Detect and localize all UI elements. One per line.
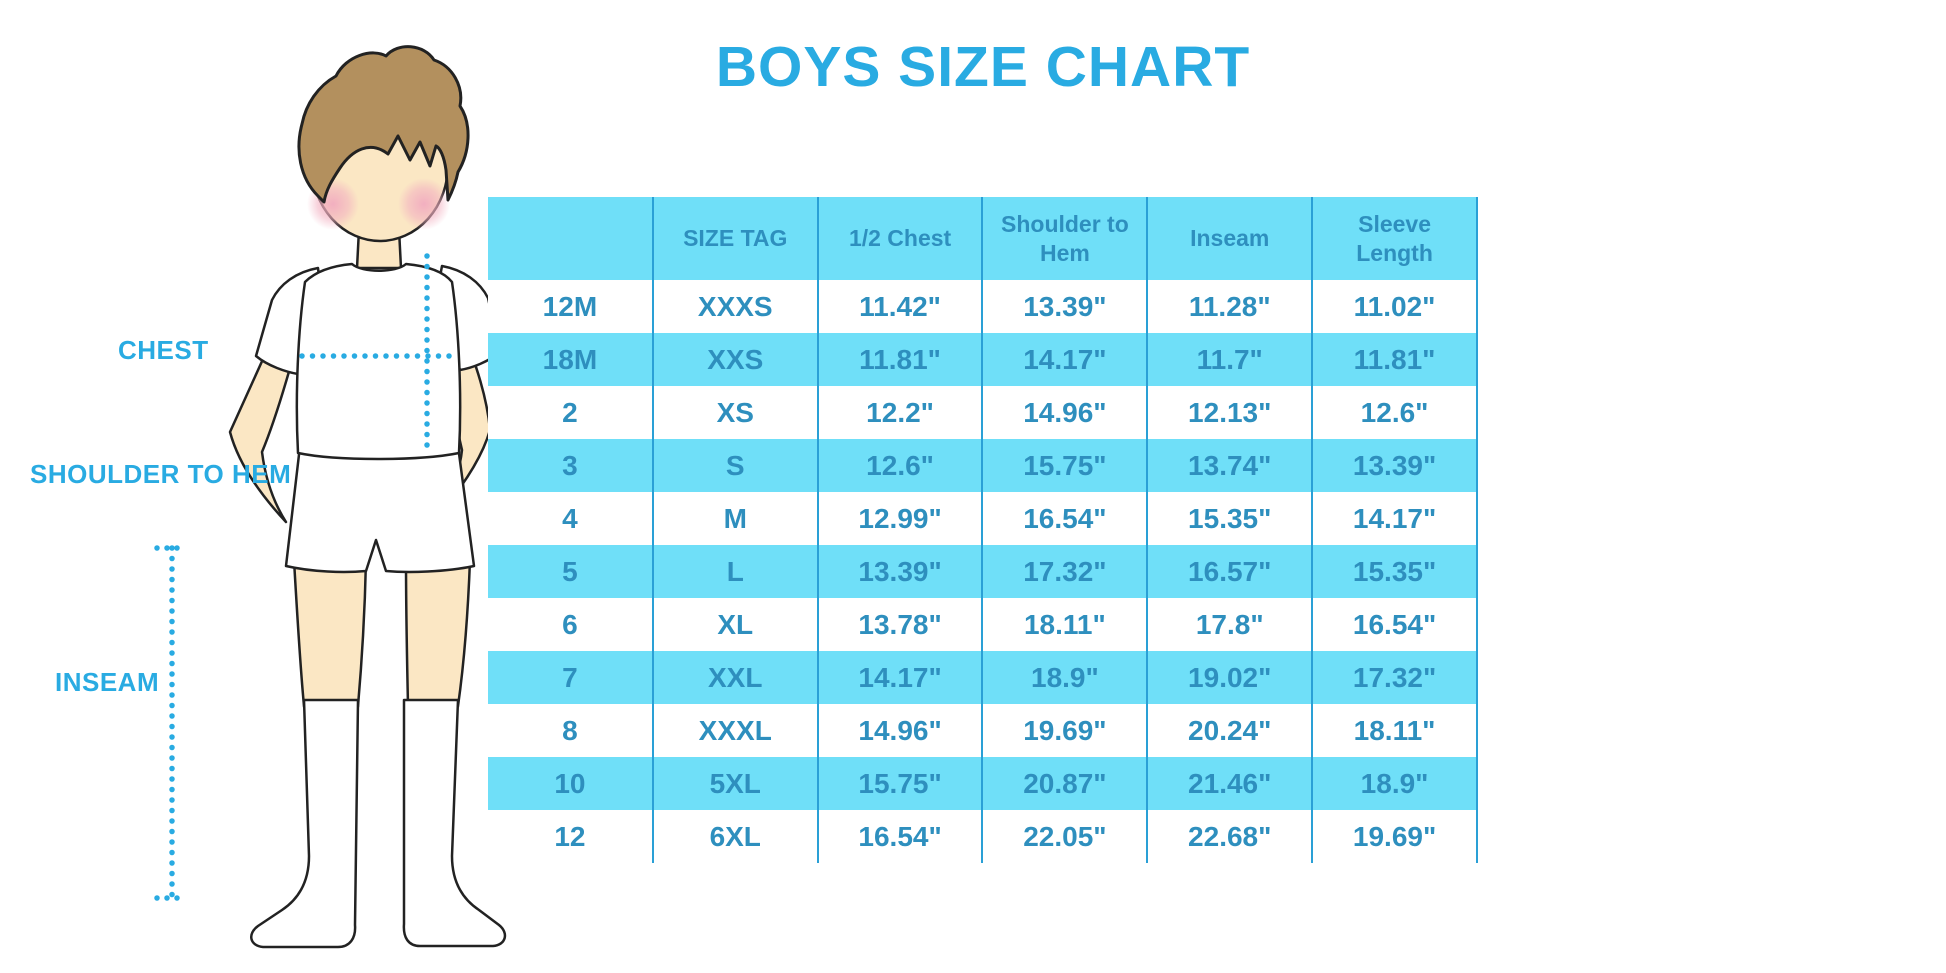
measurement-cell: 21.46" xyxy=(1147,757,1314,810)
size-cell: 7 xyxy=(488,651,654,704)
measurement-cell: 17.8" xyxy=(1147,598,1314,651)
size-cell: 6 xyxy=(488,598,654,651)
measurement-cell: 17.32" xyxy=(982,545,1149,598)
size-cell: 4 xyxy=(488,492,654,545)
page-title: BOYS SIZE CHART xyxy=(715,35,1251,99)
inseam-label: INSEAM xyxy=(55,667,160,697)
table-row: 12M XXXS 11.42" 13.39" 11.28" 11.02" xyxy=(488,280,1478,333)
column-header: 1/2 Chest xyxy=(817,197,984,280)
size-cell: 12 xyxy=(488,810,654,863)
measurement-cell: 19.69" xyxy=(1312,810,1478,863)
table-row: 8 XXXL 14.96" 19.69" 20.24" 18.11" xyxy=(488,704,1478,757)
measurement-cell: 16.54" xyxy=(982,492,1149,545)
measurement-cell: 14.96" xyxy=(817,704,984,757)
measurement-cell: 11.81" xyxy=(1312,333,1478,386)
measurement-cell: XS xyxy=(652,386,819,439)
size-cell: 10 xyxy=(488,757,654,810)
table-row: 2 XS 12.2" 14.96" 12.13" 12.6" xyxy=(488,386,1478,439)
measurement-cell: 14.96" xyxy=(982,386,1149,439)
measurement-cell: 16.57" xyxy=(1147,545,1314,598)
measurement-cell: 13.39" xyxy=(982,280,1149,333)
size-cell: 2 xyxy=(488,386,654,439)
boy-legs xyxy=(292,558,472,708)
measurement-cell: XXXS xyxy=(652,280,819,333)
measurement-cell: 17.32" xyxy=(1312,651,1478,704)
measurement-cell: 16.54" xyxy=(1312,598,1478,651)
shoulder-to-hem-label: SHOULDER TO HEM xyxy=(30,459,292,489)
measurement-cell: XXL xyxy=(652,651,819,704)
size-cell: 3 xyxy=(488,439,654,492)
table-header-row: SIZE TAG 1/2 Chest Shoulder to Hem Inseam Sl… xyxy=(488,197,1478,280)
measurement-cell: 12.2" xyxy=(817,386,984,439)
measurement-cell: M xyxy=(652,492,819,545)
boy-shorts xyxy=(284,444,476,574)
column-header: SIZE TAG xyxy=(652,197,819,280)
measurement-cell: 12.6" xyxy=(817,439,984,492)
boy-socks xyxy=(250,698,507,949)
measurement-cell: 20.24" xyxy=(1147,704,1314,757)
measurement-cell: 15.75" xyxy=(817,757,984,810)
chest-label: CHEST xyxy=(118,335,209,365)
measurement-cell: 13.39" xyxy=(1312,439,1478,492)
measurement-cell: 11.81" xyxy=(817,333,984,386)
column-header xyxy=(488,197,654,280)
measurement-cell: S xyxy=(652,439,819,492)
measurement-cell: 11.28" xyxy=(1147,280,1314,333)
table-row: 6 XL 13.78" 18.11" 17.8" 16.54" xyxy=(488,598,1478,651)
boy-shirt xyxy=(254,262,502,461)
measurement-cell: 15.35" xyxy=(1147,492,1314,545)
measurement-cell: 22.05" xyxy=(982,810,1149,863)
measurement-cell: 13.39" xyxy=(817,545,984,598)
size-cell: 5 xyxy=(488,545,654,598)
measurement-cell: 20.87" xyxy=(982,757,1149,810)
measurement-cell: 13.74" xyxy=(1147,439,1314,492)
table-row: 4 M 12.99" 16.54" 15.35" 14.17" xyxy=(488,492,1478,545)
table-row: 3 S 12.6" 15.75" 13.74" 13.39" xyxy=(488,439,1478,492)
measurement-cell: 14.17" xyxy=(1312,492,1478,545)
boy-blush-right xyxy=(398,178,450,230)
column-header: Inseam xyxy=(1147,197,1314,280)
measurement-cell: 11.7" xyxy=(1147,333,1314,386)
measurement-cell: 18.11" xyxy=(982,598,1149,651)
measurement-cell: XL xyxy=(652,598,819,651)
column-header: Sleeve Length xyxy=(1312,197,1478,280)
measurement-cell: 18.9" xyxy=(982,651,1149,704)
measurement-cell: 22.68" xyxy=(1147,810,1314,863)
measurement-cell: 6XL xyxy=(652,810,819,863)
boy-illustration xyxy=(154,45,507,949)
table-row: 18M XXS 11.81" 14.17" 11.7" 11.81" xyxy=(488,333,1478,386)
boy-hair xyxy=(297,45,470,204)
measurement-cell: 15.75" xyxy=(982,439,1149,492)
measurement-cell: 12.6" xyxy=(1312,386,1478,439)
measurement-cell: 18.9" xyxy=(1312,757,1478,810)
measurement-cell: 12.13" xyxy=(1147,386,1314,439)
measurement-cell: 18.11" xyxy=(1312,704,1478,757)
measurement-cell: 19.02" xyxy=(1147,651,1314,704)
measurement-cell: 12.99" xyxy=(817,492,984,545)
measurement-cell: XXS xyxy=(652,333,819,386)
table-row: 12 6XL 16.54" 22.05" 22.68" 19.69" xyxy=(488,810,1478,863)
table-row: 5 L 13.39" 17.32" 16.57" 15.35" xyxy=(488,545,1478,598)
measurement-cell: 11.42" xyxy=(817,280,984,333)
measurement-cell: 19.69" xyxy=(982,704,1149,757)
measurement-cell: 16.54" xyxy=(817,810,984,863)
measurement-cell: 14.17" xyxy=(982,333,1149,386)
column-header: Shoulder to Hem xyxy=(982,197,1149,280)
measurement-cell: 11.02" xyxy=(1312,280,1478,333)
measurement-cell: 14.17" xyxy=(817,651,984,704)
measurement-cell: 13.78" xyxy=(817,598,984,651)
size-cell: 8 xyxy=(488,704,654,757)
table-row: 10 5XL 15.75" 20.87" 21.46" 18.9" xyxy=(488,757,1478,810)
inseam-measure-line xyxy=(154,545,190,901)
measurement-cell: 15.35" xyxy=(1312,545,1478,598)
size-table: SIZE TAG 1/2 Chest Shoulder to Hem Inseam Sl… xyxy=(488,197,1478,863)
measurement-cell: 5XL xyxy=(652,757,819,810)
size-cell: 18M xyxy=(488,333,654,386)
size-cell: 12M xyxy=(488,280,654,333)
measurement-cell: XXXL xyxy=(652,704,819,757)
measurement-cell: L xyxy=(652,545,819,598)
table-row: 7 XXL 14.17" 18.9" 19.02" 17.32" xyxy=(488,651,1478,704)
